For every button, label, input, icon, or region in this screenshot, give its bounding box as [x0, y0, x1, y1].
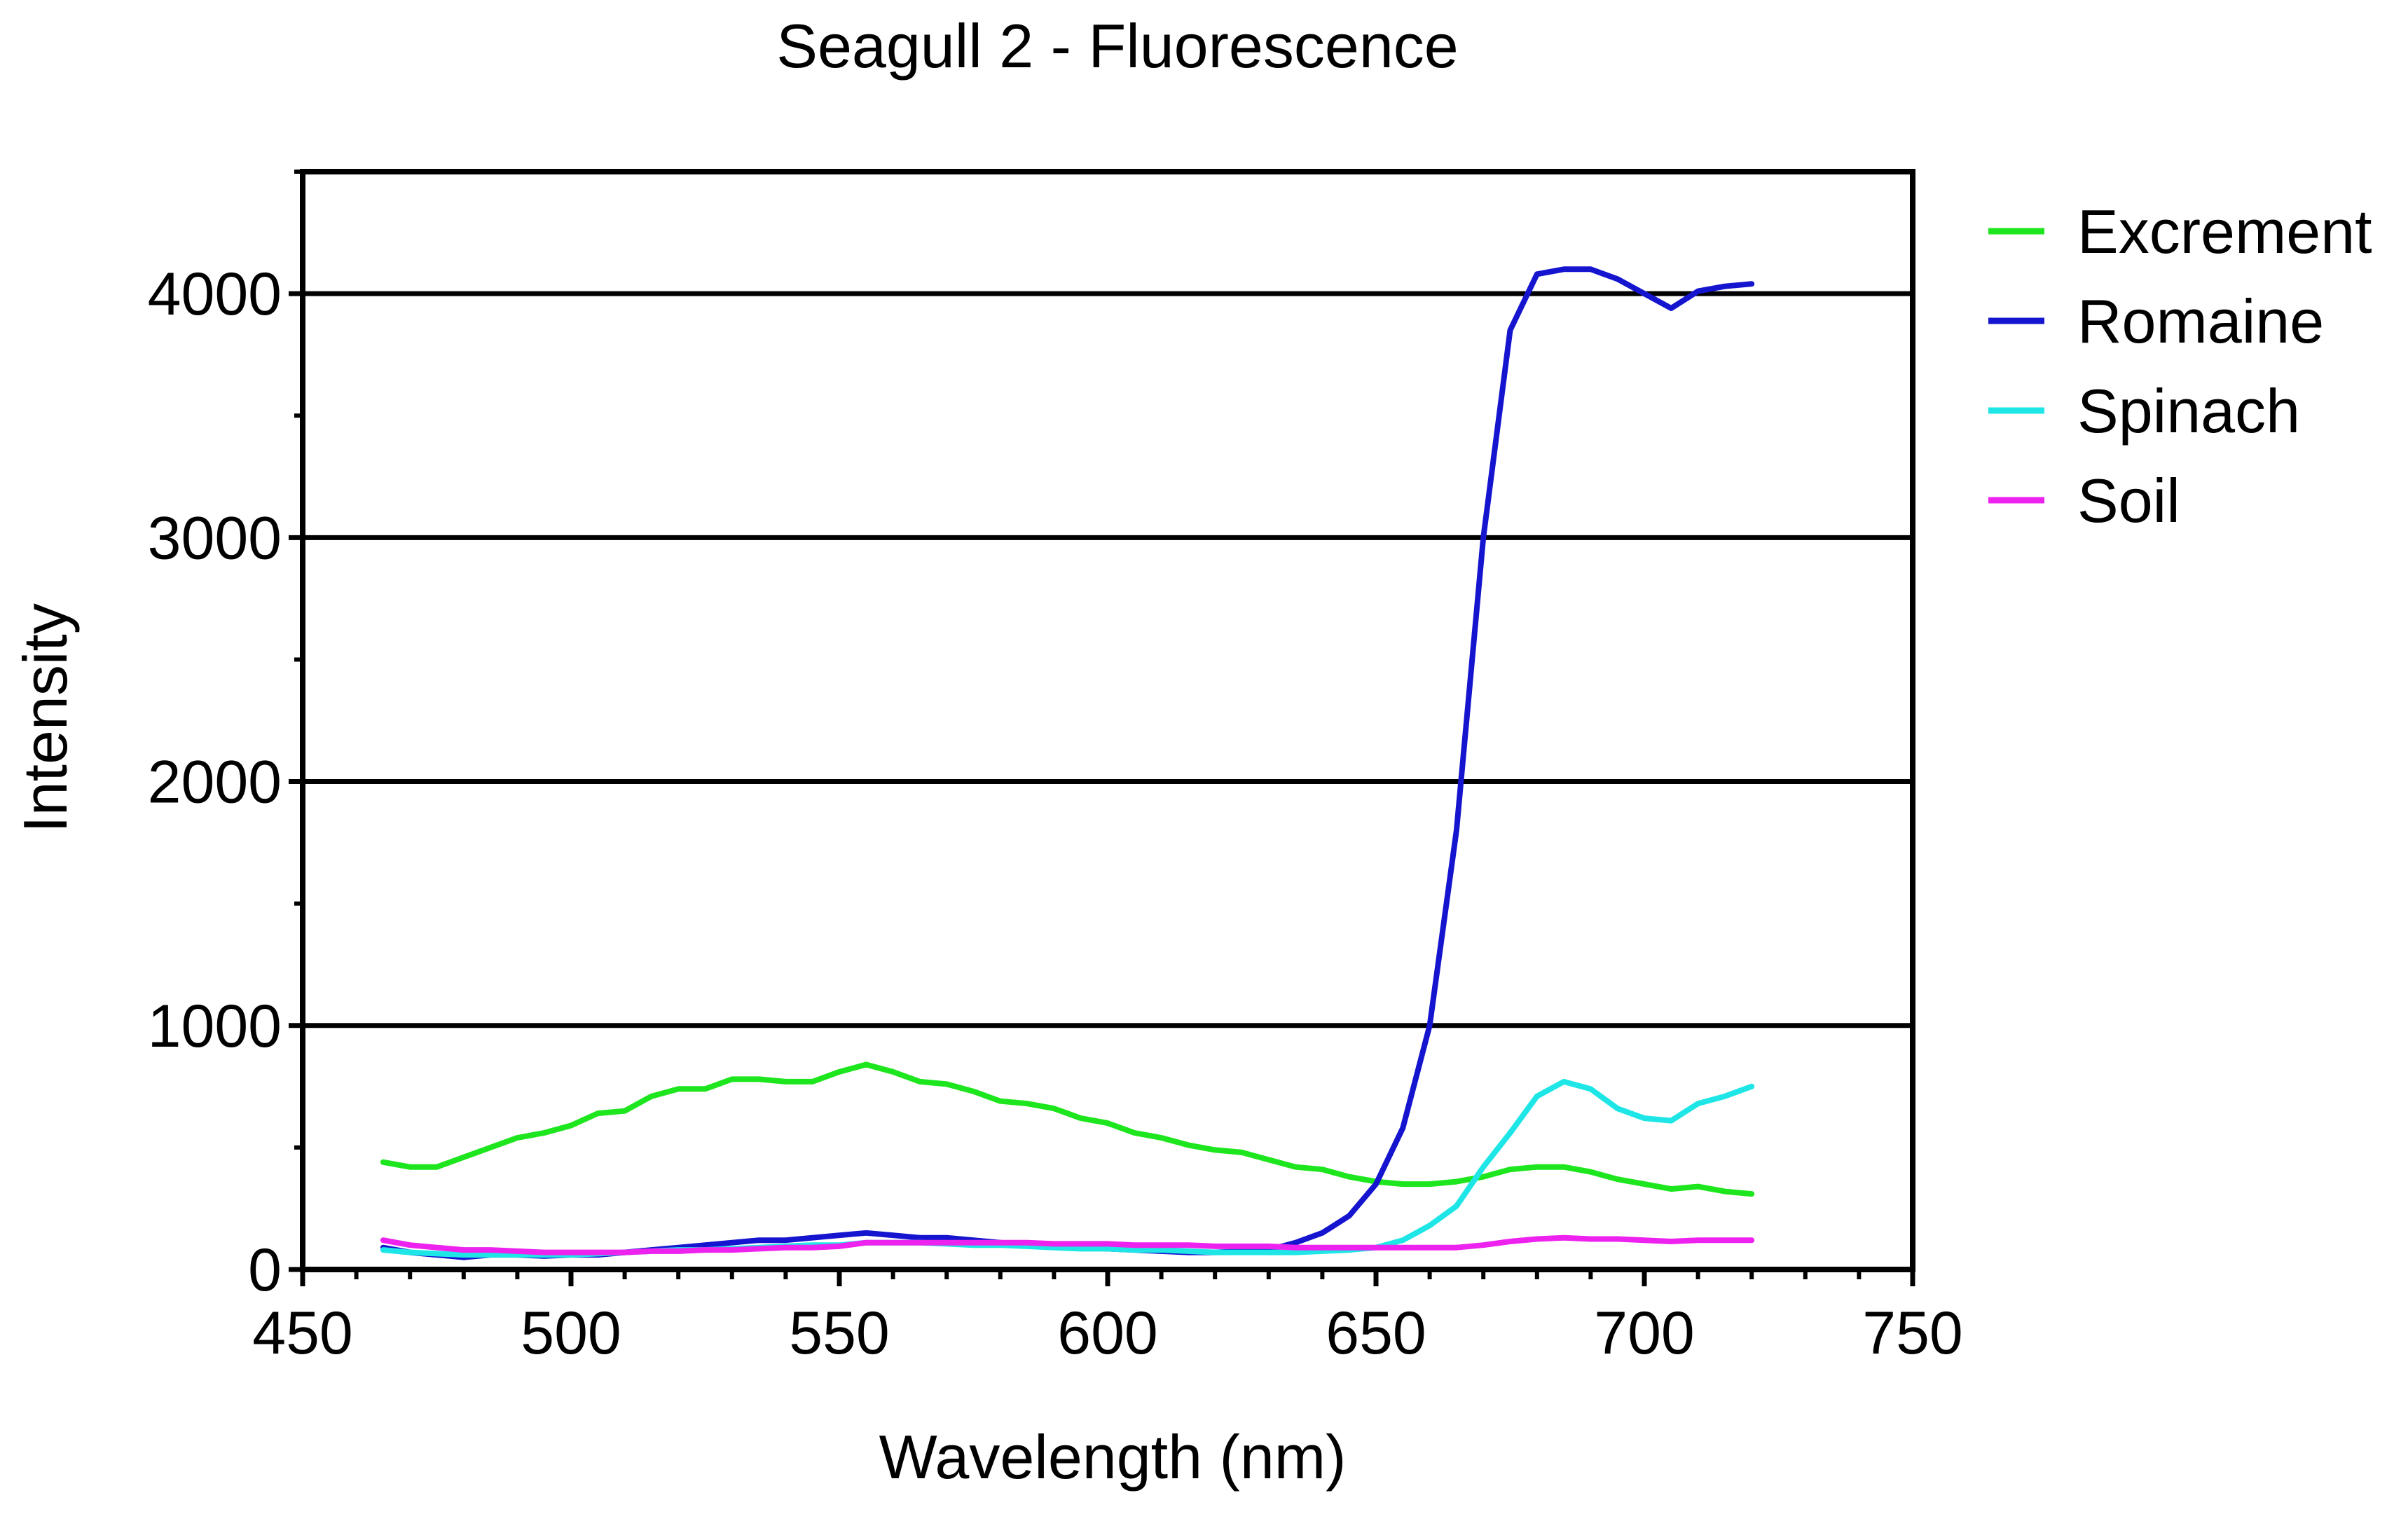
legend: Excrement Romaine Spinach Soil — [1988, 197, 2372, 535]
y-axis-label: Intensity — [11, 603, 80, 833]
series-line-soil — [380, 1234, 1755, 1255]
x-tick-label: 500 — [521, 1300, 621, 1367]
y-tick-label: 4000 — [148, 261, 282, 328]
x-axis-label: Wavelength (nm) — [879, 1422, 1347, 1492]
y-tick-label: 0 — [248, 1237, 282, 1304]
legend-label-excrement: Excrement — [2077, 197, 2372, 266]
x-tick-label: 650 — [1326, 1300, 1426, 1367]
y-tick-label: 2000 — [148, 749, 282, 816]
legend-label-soil: Soil — [2077, 466, 2180, 535]
x-tick-label: 750 — [1862, 1300, 1963, 1367]
x-axis: 450 500 550 600 650 700 750 — [252, 1269, 1963, 1367]
series-line-romaine — [380, 266, 1755, 1260]
plot-area-frame — [300, 169, 1915, 1272]
series-line-excrement — [380, 1061, 1755, 1197]
x-tick-label: 600 — [1057, 1300, 1158, 1367]
chart-title: Seagull 2 - Fluorescence — [776, 11, 1458, 81]
y-grid-lines — [303, 291, 1913, 1028]
legend-label-spinach: Spinach — [2077, 376, 2300, 446]
x-tick-label: 450 — [252, 1300, 353, 1367]
x-tick-label: 550 — [789, 1300, 890, 1367]
x-tick-label: 700 — [1594, 1300, 1695, 1367]
legend-label-romaine: Romaine — [2077, 287, 2324, 356]
y-tick-label: 3000 — [148, 504, 282, 572]
series-lines — [380, 266, 1755, 1260]
y-axis: 0 1000 2000 3000 4000 — [148, 170, 303, 1304]
y-tick-label: 1000 — [148, 993, 282, 1060]
